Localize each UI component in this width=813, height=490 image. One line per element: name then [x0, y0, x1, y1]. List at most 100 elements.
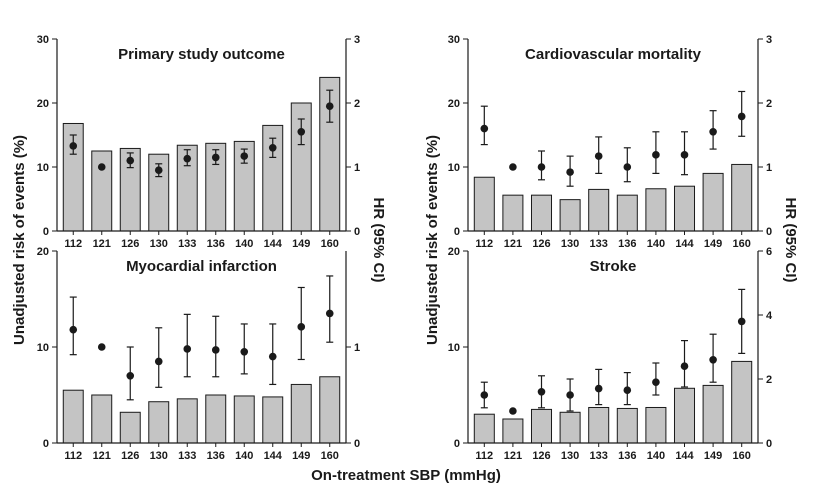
- y-axis-label-left-right-panel: Unadjusted risk of events (%): [424, 135, 441, 345]
- y-axis-label-right: HR (95% CI): [370, 197, 387, 282]
- chart-panel-2: 0 10 20 30 0 1 2 3 112 121 126 130 133 136 140 144 149 16…: [448, 34, 772, 250]
- y-tick-label-left: 10: [448, 162, 460, 174]
- bar-130: [559, 199, 581, 232]
- y-tick-label-left: 30: [448, 34, 460, 46]
- x-tick-label: 130: [150, 238, 168, 250]
- y-tick-label-right: 0: [354, 438, 360, 450]
- x-tick-label: 149: [292, 238, 310, 250]
- hr-point-133: [594, 384, 603, 393]
- x-tick-label: 140: [235, 450, 253, 462]
- y-tick-label-right: 2: [766, 98, 772, 110]
- bar-144: [673, 387, 696, 444]
- hr-point-140: [652, 151, 660, 159]
- hr-point-133: [183, 154, 192, 163]
- x-tick-label: 136: [207, 450, 225, 462]
- y-axis-label-right-right-panel: HR (95% CI): [782, 197, 799, 282]
- hr-point-126: [537, 163, 546, 171]
- y-tick-label-right: 2: [766, 374, 772, 386]
- x-tick-label: 112: [64, 238, 82, 250]
- x-tick-label: 140: [647, 238, 665, 250]
- panel-title: Myocardial infarction: [126, 258, 277, 275]
- y-tick-label-right: 0: [354, 226, 360, 238]
- x-tick-label: 133: [590, 450, 608, 462]
- hr-point-130: [154, 166, 163, 174]
- x-tick-label: 144: [264, 238, 283, 250]
- x-tick-label: 121: [93, 238, 111, 250]
- bar-136: [616, 194, 638, 232]
- hr-point-133: [183, 345, 192, 353]
- hr-point-121: [97, 163, 106, 171]
- y-tick-label-right: 1: [354, 162, 360, 174]
- panel-title: Primary study outcome: [118, 46, 285, 63]
- y-tick-label-left: 20: [37, 98, 49, 110]
- bar-149: [702, 172, 724, 232]
- chart-panel-1: 0 10 20 30 0 1 2 3 112 121 126 130 133 136 140 144 149 16…: [37, 34, 360, 250]
- hr-point-121: [509, 407, 517, 415]
- x-tick-label: 160: [733, 238, 751, 250]
- hr-point-144: [680, 362, 689, 371]
- x-tick-label: 149: [704, 450, 722, 462]
- bar-136: [616, 407, 638, 444]
- x-tick-label: 126: [532, 450, 550, 462]
- x-tick-label: 112: [475, 450, 493, 462]
- x-tick-label: 130: [561, 450, 579, 462]
- hr-point-149: [297, 323, 306, 331]
- y-tick-label-left: 10: [448, 342, 460, 354]
- x-tick-label: 126: [121, 450, 139, 462]
- y-tick-label-right: 1: [766, 162, 772, 174]
- y-axis-label-left: Unadjusted risk of events (%): [11, 135, 28, 345]
- bar-149: [290, 383, 312, 444]
- bar-126: [530, 194, 553, 232]
- y-tick-label-right: 3: [354, 34, 360, 46]
- y-tick-label-left: 20: [448, 98, 460, 110]
- x-tick-label: 144: [675, 450, 694, 462]
- bar-130: [148, 401, 170, 444]
- x-tick-label: 133: [178, 238, 196, 250]
- bar-121: [502, 418, 524, 444]
- y-tick-label-left: 0: [43, 438, 49, 450]
- bar-160: [731, 163, 753, 232]
- hr-point-121: [509, 163, 517, 171]
- x-tick-label: 112: [64, 450, 82, 462]
- y-tick-label-left: 0: [454, 438, 460, 450]
- hr-point-126: [126, 156, 135, 165]
- hr-point-112: [69, 142, 78, 150]
- x-tick-label: 133: [178, 450, 196, 462]
- y-tick-label-left: 0: [454, 226, 460, 238]
- hr-point-149: [709, 128, 717, 136]
- panel-title: Cardiovascular mortality: [525, 46, 702, 63]
- bar-133: [176, 398, 198, 444]
- bar-112: [62, 389, 84, 444]
- y-tick-label-left: 20: [448, 246, 460, 258]
- hr-point-149: [709, 356, 717, 364]
- chart-panel-3: 0 10 20 0 1 112 121 126 130 133 136 140 144 149 160 Myo…: [37, 246, 360, 462]
- hr-point-160: [325, 309, 334, 318]
- x-tick-label: 121: [504, 450, 522, 462]
- x-tick-label: 136: [618, 238, 636, 250]
- hr-point-140: [240, 348, 249, 356]
- hr-point-112: [480, 391, 489, 399]
- x-tick-label: 112: [475, 238, 493, 250]
- hr-point-144: [268, 352, 277, 361]
- y-tick-label-left: 10: [37, 162, 49, 174]
- hr-point-136: [211, 153, 220, 162]
- hr-point-136: [623, 386, 632, 395]
- hr-point-112: [480, 124, 489, 133]
- y-tick-label-left: 20: [37, 246, 49, 258]
- x-tick-label: 160: [733, 450, 751, 462]
- bar-121: [91, 394, 113, 444]
- y-tick-label-right: 0: [766, 438, 772, 450]
- x-axis-label: On-treatment SBP (mmHg): [311, 467, 501, 484]
- bar-144: [673, 185, 696, 232]
- hr-point-160: [737, 317, 746, 326]
- y-tick-label-right: 1: [354, 342, 360, 354]
- bar-160: [731, 360, 753, 444]
- hr-point-149: [297, 128, 306, 136]
- hr-point-112: [69, 325, 78, 334]
- bar-140: [645, 406, 667, 444]
- bar-140: [233, 395, 255, 444]
- bar-112: [473, 176, 495, 232]
- hr-point-136: [211, 346, 220, 354]
- y-tick-label-right: 0: [766, 226, 772, 238]
- hr-point-144: [268, 144, 277, 152]
